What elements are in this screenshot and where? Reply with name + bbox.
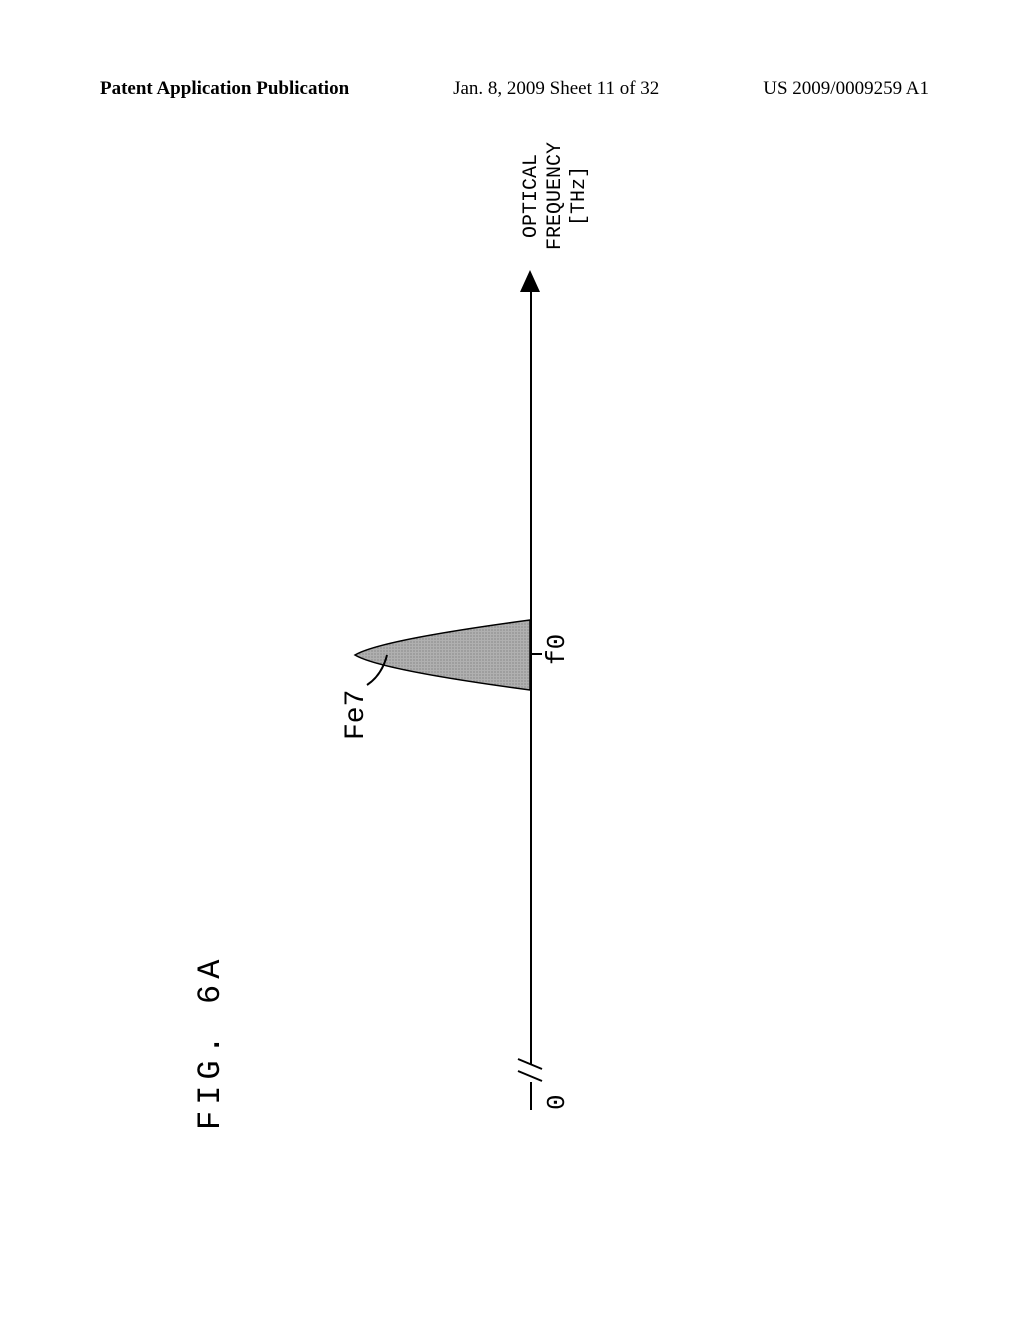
x-axis-line	[530, 290, 532, 1110]
header-center-text: Jan. 8, 2009 Sheet 11 of 32	[453, 78, 659, 100]
header-right-text: US 2009/0009259 A1	[763, 78, 929, 100]
x-axis-arrow-icon	[520, 270, 540, 292]
x-tick-f0-mark	[530, 653, 542, 655]
axis-label-line2: FREQUENCY	[544, 142, 567, 250]
figure-label: FIG. 6A	[192, 954, 229, 1130]
rotated-figure: FIG. 6A 0 f0 Fe7	[162, 190, 862, 1190]
axis-label-line1: OPTICAL	[520, 154, 543, 238]
x-tick-f0-label: f0	[542, 634, 572, 665]
spectrum-chart: 0 f0 Fe7 OPTICAL FREQUENCY [THz]	[262, 260, 612, 1110]
figure-area: FIG. 6A 0 f0 Fe7	[0, 140, 1024, 1240]
x-axis-label: OPTICAL FREQUENCY [THz]	[520, 142, 592, 250]
header-left-text: Patent Application Publication	[100, 78, 349, 100]
page-header: Patent Application Publication Jan. 8, 2…	[0, 78, 1024, 100]
peak-pointer-icon	[362, 650, 392, 690]
peak-label-fe7: Fe7	[341, 690, 372, 740]
x-tick-zero: 0	[542, 1094, 572, 1110]
axis-label-line3: [THz]	[568, 166, 591, 226]
axis-break-icon	[516, 1055, 544, 1085]
